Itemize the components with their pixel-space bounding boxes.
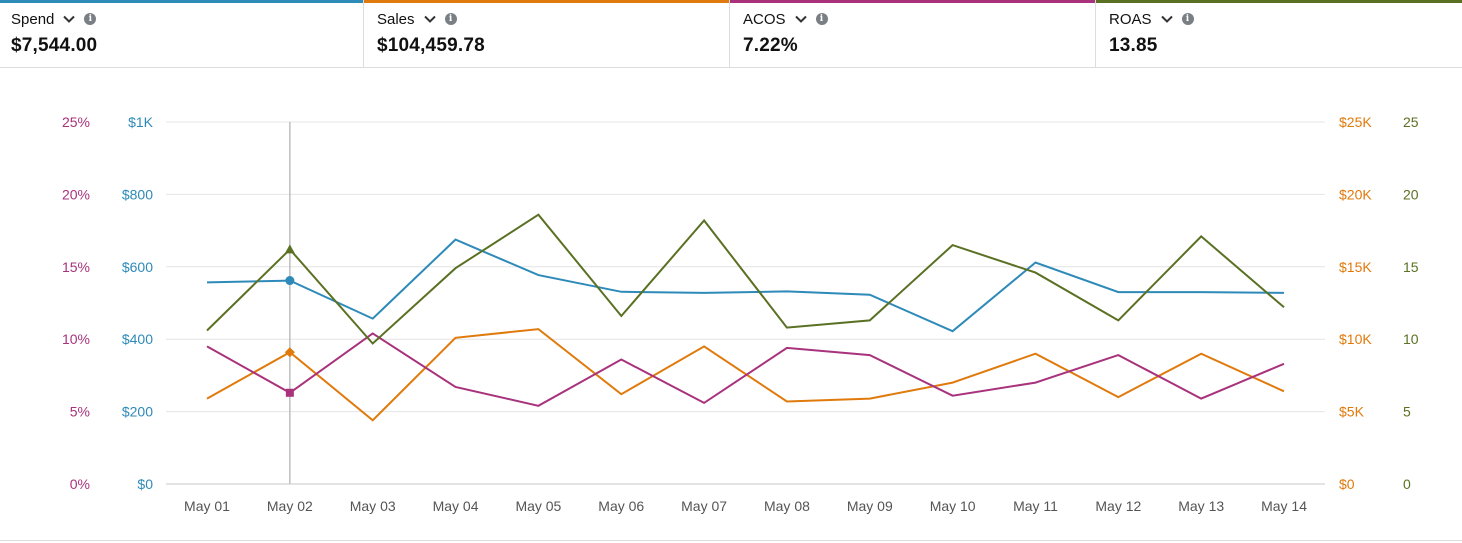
metric-color-bar [730,0,1095,3]
metric-tile-roas[interactable]: ROAS i 13.85 [1096,0,1462,68]
acos-axis-tick-label: 5% [70,404,90,420]
x-axis-tick-label: May 07 [681,498,727,514]
spend-axis-tick-label: $1K [128,114,154,130]
x-axis-tick-label: May 13 [1178,498,1224,514]
roas-axis-tick-label: 15 [1403,259,1419,275]
x-axis-tick-label: May 09 [847,498,893,514]
sales-axis-tick-label: $10K [1339,331,1372,347]
sales-axis-tick-label: $20K [1339,186,1372,202]
x-axis-tick-label: May 12 [1095,498,1141,514]
x-axis-tick-label: May 10 [930,498,976,514]
metric-value: $104,459.78 [377,35,485,56]
x-axis-tick-label: May 05 [515,498,561,514]
x-axis-tick-label: May 01 [184,498,230,514]
metric-tile-sales[interactable]: Sales i $104,459.78 [364,0,730,68]
roas-axis-tick-label: 10 [1403,331,1419,347]
info-icon[interactable]: i [444,13,457,25]
acos-axis-tick-label: 25% [62,114,90,130]
metric-color-bar [1096,0,1462,3]
chevron-down-icon[interactable] [62,12,76,26]
x-axis-tick-label: May 14 [1261,498,1307,514]
roas-axis-tick-label: 20 [1403,186,1419,202]
metric-tile-acos[interactable]: ACOS i 7.22% [730,0,1096,68]
x-axis-tick-label: May 11 [1013,498,1058,514]
metric-value: $7,544.00 [11,35,98,56]
acos-axis-tick-label: 10% [62,331,90,347]
spend-axis-tick-label: $600 [122,259,153,275]
info-icon[interactable]: i [815,13,828,25]
series-line-spend [206,238,1285,333]
roas-axis-tick-label: 25 [1403,114,1419,130]
sales-axis-tick-label: $5K [1339,404,1365,420]
acos-axis-tick-label: 0% [70,476,90,492]
x-axis-tick-label: May 04 [433,498,479,514]
roas-axis-tick-label: 0 [1403,476,1411,492]
sales-axis-tick-label: $25K [1339,114,1372,130]
hover-marker-spend [285,276,295,286]
spend-axis-tick-label: $0 [137,476,153,492]
hover-marker-acos [285,388,294,397]
x-axis-tick-label: May 02 [267,498,313,514]
series-line-acos [206,332,1285,407]
metric-value: 13.85 [1109,35,1158,56]
x-axis-tick-label: May 06 [598,498,644,514]
info-icon[interactable]: i [1181,13,1194,25]
divider [0,540,1462,541]
line-chart: 0% $0 $0 0 5% $200 $5K 5 10% $400 $10K 10 15% $600 $15… [62,114,1419,514]
spend-axis-tick-label: $800 [122,186,153,202]
metric-tile-spend[interactable]: Spend i $7,544.00 [0,0,364,68]
metric-label: Sales [377,10,415,28]
x-axis-tick-label: May 08 [764,498,810,514]
acos-axis-tick-label: 15% [62,259,90,275]
info-icon[interactable]: i [84,13,97,25]
metric-tiles: Spend i $7,544.00 Sales i $104,459.78 AC… [0,0,1462,68]
hover-marker-sales [284,347,295,358]
metric-label: ROAS [1109,10,1152,28]
metric-label: Spend [11,10,55,28]
x-axis-tick-label: May 03 [350,498,396,514]
chevron-down-icon[interactable] [423,12,437,26]
chevron-down-icon[interactable] [1160,12,1174,26]
chevron-down-icon[interactable] [794,12,808,26]
metric-color-bar [0,0,363,3]
sales-axis-tick-label: $15K [1339,259,1372,275]
spend-axis-tick-label: $400 [122,331,153,347]
series-line-roas [206,213,1285,345]
metric-color-bar [364,0,729,3]
series-line-sales [206,328,1285,422]
metric-value: 7.22% [743,35,798,56]
metric-label: ACOS [743,10,786,28]
acos-axis-tick-label: 20% [62,186,90,202]
sales-axis-tick-label: $0 [1339,476,1355,492]
hover-marker-roas [284,244,295,254]
spend-axis-tick-label: $200 [122,404,153,420]
roas-axis-tick-label: 5 [1403,404,1411,420]
